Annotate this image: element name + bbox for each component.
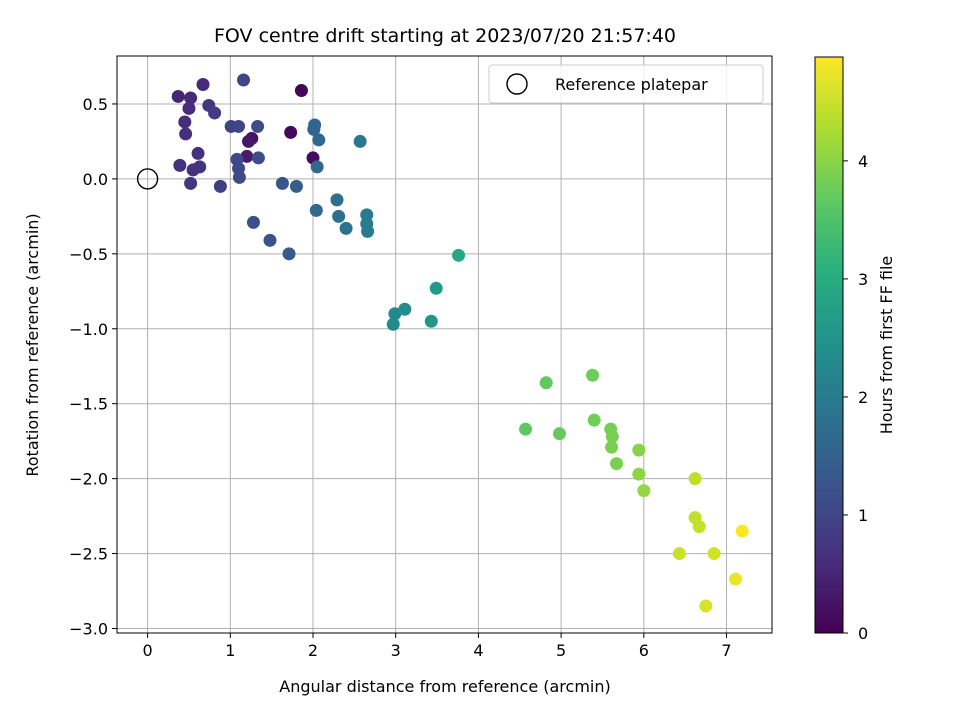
data-point xyxy=(429,281,443,295)
data-point xyxy=(179,127,193,141)
y-tick-label: −2.0 xyxy=(69,470,108,489)
data-point xyxy=(196,77,210,91)
data-point xyxy=(707,547,721,561)
data-point xyxy=(184,176,198,190)
data-point xyxy=(309,203,323,217)
x-tick-label: 0 xyxy=(143,641,153,660)
data-point xyxy=(360,208,374,222)
data-point xyxy=(246,215,260,229)
data-point xyxy=(539,376,553,390)
x-tick-label: 3 xyxy=(391,641,401,660)
data-point xyxy=(251,119,265,133)
data-point xyxy=(586,368,600,382)
chart-title: FOV centre drift starting at 2023/07/20 … xyxy=(214,25,676,47)
data-point xyxy=(519,422,533,436)
data-point xyxy=(289,179,303,193)
data-point xyxy=(294,83,308,97)
colorbar: 0 1 2 3 4 Hours from first FF file xyxy=(814,56,896,643)
data-point xyxy=(171,89,185,103)
colorbar-tick-label: 1 xyxy=(858,506,868,525)
data-point xyxy=(182,101,196,115)
y-tick-label: −1.0 xyxy=(69,320,108,339)
data-point xyxy=(605,440,619,454)
reference-platepar-marker xyxy=(136,168,159,190)
y-tick-label: −1.5 xyxy=(69,395,108,414)
data-point xyxy=(213,179,227,193)
data-point xyxy=(330,193,344,207)
data-point xyxy=(241,134,255,148)
y-tick-label: −2.5 xyxy=(69,545,108,564)
axis-ticks: 0 1 2 3 4 5 6 7 0.5 0.0 −0.5 −1.0 −1.5 −2.0 −2.5 −3.0 xyxy=(69,95,731,660)
colorbar-ticks: 0 1 2 3 4 xyxy=(843,152,868,643)
colorbar-tick-label: 2 xyxy=(858,388,868,407)
y-tick-label: 0.5 xyxy=(83,95,108,114)
data-point xyxy=(672,547,686,561)
data-point xyxy=(386,317,400,331)
data-point xyxy=(332,209,346,223)
data-point xyxy=(237,73,251,87)
y-tick-label: −3.0 xyxy=(69,620,108,639)
x-tick-label: 5 xyxy=(556,641,566,660)
data-point xyxy=(452,248,466,262)
x-tick-label: 1 xyxy=(225,641,235,660)
colorbar-tick-label: 3 xyxy=(858,270,868,289)
legend-marker-reference xyxy=(506,73,528,95)
data-point xyxy=(312,133,326,147)
data-point xyxy=(208,106,222,120)
data-point xyxy=(191,146,205,160)
legend-box xyxy=(488,64,764,104)
y-tick-label: 0.0 xyxy=(83,170,108,189)
data-point xyxy=(263,233,277,247)
data-point xyxy=(632,467,646,481)
x-tick-label: 6 xyxy=(639,641,649,660)
x-tick-label: 2 xyxy=(308,641,318,660)
data-point xyxy=(398,302,412,316)
data-point xyxy=(610,457,624,471)
colorbar-gradient xyxy=(814,56,844,634)
data-point xyxy=(587,413,601,427)
data-point xyxy=(361,224,375,238)
x-tick-label: 4 xyxy=(473,641,483,660)
data-point xyxy=(232,119,246,133)
data-point xyxy=(632,443,646,457)
data-point xyxy=(339,221,353,235)
data-point xyxy=(692,520,706,534)
y-axis-label: Rotation from reference (arcmin) xyxy=(23,213,42,476)
data-point xyxy=(688,472,702,486)
data-point xyxy=(310,160,324,174)
data-point xyxy=(637,484,651,498)
data-point xyxy=(184,91,198,105)
data-points xyxy=(136,73,749,613)
legend-label-reference: Reference platepar xyxy=(555,75,708,94)
data-point xyxy=(284,125,298,139)
colorbar-label: Hours from first FF file xyxy=(877,256,896,435)
grid xyxy=(117,56,772,633)
data-point xyxy=(173,158,187,172)
data-point xyxy=(729,572,743,586)
data-point xyxy=(193,160,207,174)
data-point xyxy=(353,134,367,148)
data-point xyxy=(232,170,246,184)
colorbar-tick-label: 4 xyxy=(858,152,868,171)
data-point xyxy=(240,149,254,163)
data-point xyxy=(388,307,402,321)
data-point xyxy=(424,314,438,328)
data-point xyxy=(307,122,321,136)
data-point xyxy=(699,599,713,613)
data-point xyxy=(251,151,265,165)
y-tick-label: −0.5 xyxy=(69,245,108,264)
legend: Reference platepar xyxy=(488,64,764,104)
data-point xyxy=(275,176,289,190)
data-point xyxy=(735,524,749,538)
plot-frame xyxy=(116,55,773,634)
data-point xyxy=(552,427,566,441)
data-point xyxy=(282,247,296,261)
data-point xyxy=(178,115,192,129)
colorbar-tick-label: 0 xyxy=(858,624,868,643)
x-tick-label: 7 xyxy=(721,641,731,660)
data-point xyxy=(605,430,619,444)
x-axis-label: Angular distance from reference (arcmin) xyxy=(279,677,610,696)
